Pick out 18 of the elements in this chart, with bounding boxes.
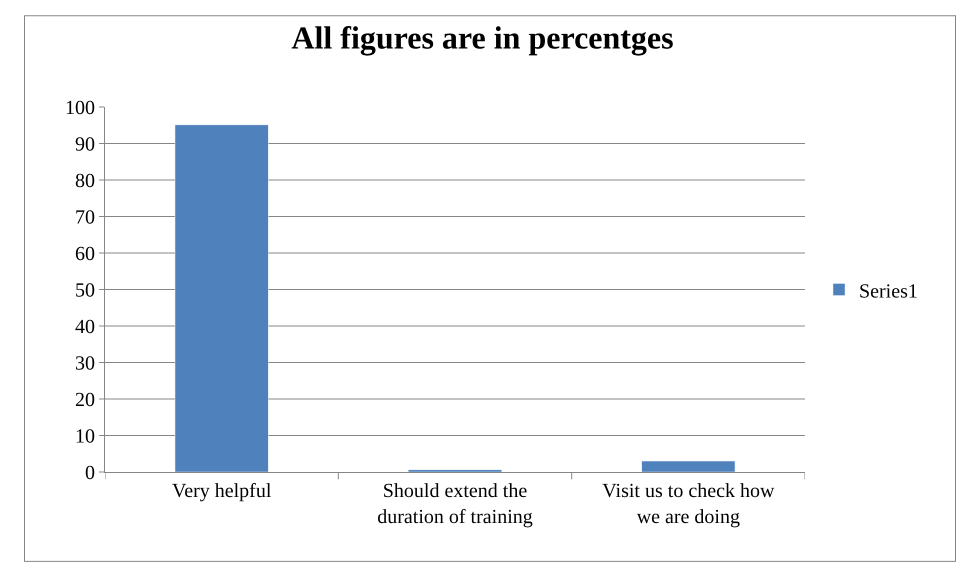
bar	[641, 460, 736, 472]
y-tick-label: 50	[75, 280, 95, 302]
y-tick-label: 70	[75, 206, 95, 228]
x-tick-label: Should extend the duration of training	[377, 480, 533, 528]
x-tick-label: Very helpful	[172, 480, 272, 502]
bar	[174, 124, 269, 472]
y-tick-label: 100	[65, 97, 95, 119]
y-tick-label: 10	[75, 426, 95, 448]
y-tick-label: 20	[75, 389, 95, 411]
y-tick-label: 60	[75, 243, 95, 265]
chart-title: All figures are in percentges	[291, 20, 674, 56]
y-tick-label: 80	[75, 170, 95, 192]
legend-label: Series1	[859, 280, 918, 302]
y-tick-label: 90	[75, 134, 95, 156]
y-tick-label: 0	[85, 462, 95, 484]
x-tick-label: Visit us to check how we are doing	[602, 480, 775, 528]
y-tick-label: 30	[75, 352, 95, 374]
y-tick-label: 40	[75, 316, 95, 338]
